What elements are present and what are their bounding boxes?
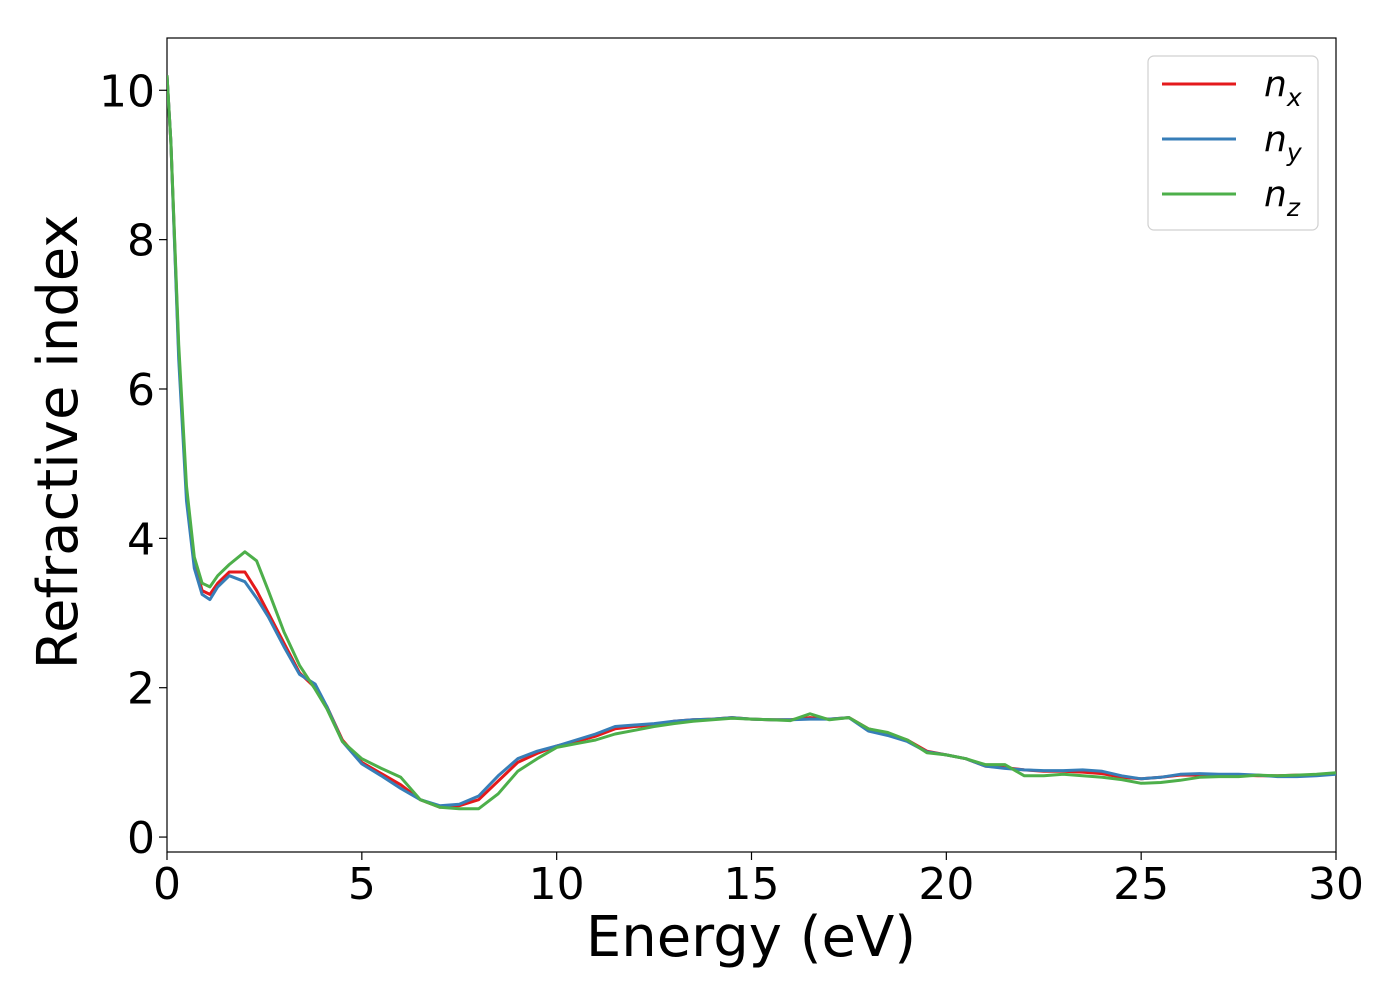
x-tick-label: 20 [918, 859, 974, 910]
legend-label-y: ny [1264, 119, 1303, 167]
legend: nx ny nz [1147, 55, 1319, 231]
x-axis-label: Energy (eV) [586, 905, 916, 970]
legend-frame [1147, 55, 1319, 231]
y-axis-ticks: 0 2 4 6 8 10 [99, 66, 167, 864]
y-tick-label: 6 [127, 365, 155, 416]
x-axis-ticks: 0 5 10 15 20 25 30 [153, 852, 1364, 910]
y-axis-label: Refractive index [26, 215, 91, 670]
x-tick-label: 0 [153, 859, 181, 910]
y-tick-label: 2 [127, 664, 155, 715]
legend-label-z: nz [1264, 174, 1301, 222]
x-tick-label: 10 [529, 859, 585, 910]
x-tick-label: 5 [348, 859, 376, 910]
y-tick-label: 0 [127, 813, 155, 864]
series-line-y [167, 75, 1336, 808]
x-tick-label: 25 [1113, 859, 1169, 910]
series-line-z [167, 75, 1336, 811]
y-tick-label: 8 [127, 216, 155, 267]
y-tick-label: 10 [99, 66, 155, 117]
x-tick-label: 15 [724, 859, 780, 910]
series-lines [167, 75, 1336, 811]
y-tick-label: 4 [127, 514, 155, 565]
legend-label-x: nx [1264, 64, 1302, 112]
x-tick-label: 30 [1308, 859, 1364, 910]
